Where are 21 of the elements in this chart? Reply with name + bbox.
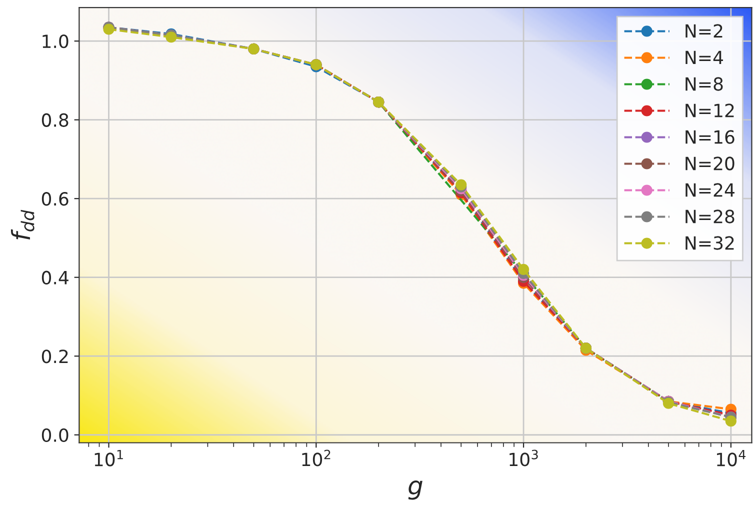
y-tick-label: 0.2 <box>42 350 68 364</box>
x-axis-title: g <box>408 480 422 500</box>
y-tick-label: 0.8 <box>42 113 68 127</box>
y-tick-label: 0.0 <box>42 428 68 442</box>
y-tick-label: 0.6 <box>42 192 68 206</box>
x-tick-label: 10$^{2}$ <box>302 450 330 466</box>
legend-label: N=12 <box>686 104 734 118</box>
x-tick-label: 10$^{4}$ <box>717 450 746 466</box>
legend-label: N=16 <box>686 130 734 144</box>
legend-label: N=4 <box>686 50 723 64</box>
legend-label: N=2 <box>686 24 722 38</box>
legend-label: N=8 <box>686 77 723 91</box>
y-tick-label: 1.0 <box>42 34 68 48</box>
y-axis-title: f$_{dd}$ <box>10 210 34 240</box>
legend-label: N=28 <box>686 210 734 224</box>
legend-label: N=24 <box>686 183 734 197</box>
x-tick-label: 10$^{1}$ <box>94 450 123 466</box>
legend-label: N=20 <box>686 156 734 170</box>
x-tick-label: 10$^{3}$ <box>510 450 538 466</box>
legend-label: N=32 <box>686 236 734 250</box>
y-tick-label: 0.4 <box>42 270 68 284</box>
